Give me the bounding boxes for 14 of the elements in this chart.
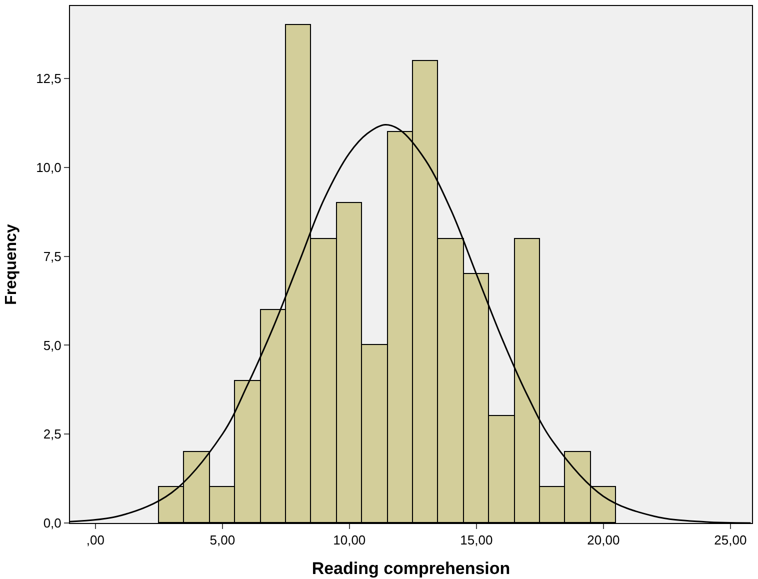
x-tick-label: ,00 <box>86 532 104 548</box>
x-axis-title: Reading comprehension <box>312 559 510 578</box>
x-tick-label: 20,00 <box>587 532 620 548</box>
y-tick-label: 2,5 <box>43 426 62 442</box>
y-tick-label: 10,0 <box>36 160 62 175</box>
x-tick-label: 10,00 <box>333 532 366 548</box>
y-axis-title: Frequency <box>2 224 20 305</box>
y-tick-label: 5,0 <box>43 338 62 353</box>
x-tick-label: 25,00 <box>714 532 747 548</box>
x-tick-label: 15,00 <box>460 532 493 548</box>
y-tick-label: 0,0 <box>43 516 62 531</box>
y-tick-label: 7,5 <box>43 248 62 264</box>
y-tick-label: 12,5 <box>36 71 62 86</box>
x-tick-label: 5,00 <box>210 532 236 548</box>
